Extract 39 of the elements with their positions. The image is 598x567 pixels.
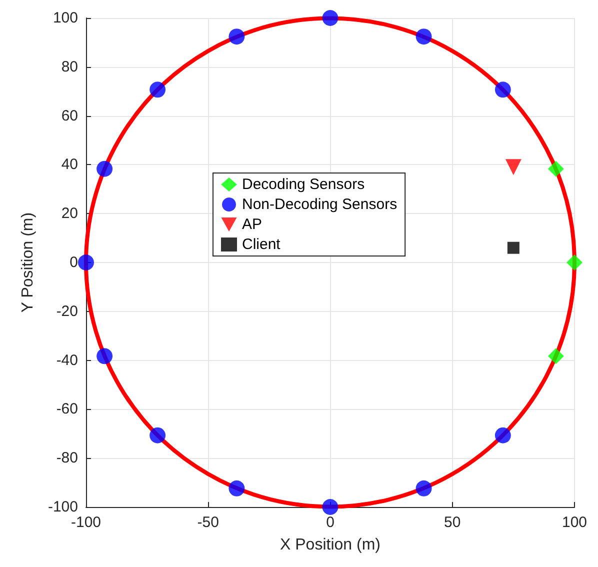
- y-tick-label: -100: [48, 498, 78, 516]
- point: [548, 160, 564, 177]
- point: [548, 348, 564, 364]
- point: [150, 427, 166, 444]
- y-axis-title: Y Position (m): [20, 212, 36, 313]
- y-tick-label: 40: [61, 156, 78, 174]
- point: [96, 160, 113, 177]
- point: [507, 242, 520, 254]
- y-tick-label: 100: [52, 10, 78, 26]
- point: [494, 427, 511, 444]
- y-tick-label: -60: [56, 400, 78, 418]
- x-tick-label: -50: [197, 514, 219, 531]
- legend-label: Client: [242, 236, 282, 253]
- y-tick-label: 20: [61, 205, 78, 222]
- y-tick-label: -80: [56, 450, 78, 467]
- point: [322, 499, 338, 515]
- point: [566, 254, 582, 270]
- point: [78, 254, 94, 270]
- y-tick-label: 60: [61, 107, 78, 124]
- x-tick-label: 0: [326, 514, 334, 531]
- y-tick-label: -40: [56, 352, 78, 369]
- legend-label: Non-Decoding Sensors: [242, 196, 398, 213]
- y-tick-label: 80: [61, 58, 78, 76]
- point: [494, 82, 511, 98]
- point: [228, 480, 245, 496]
- legend-label: Decoding Sensors: [242, 176, 365, 193]
- point: [228, 28, 245, 45]
- point: [150, 82, 166, 98]
- point: [322, 10, 338, 26]
- point: [96, 348, 113, 364]
- legend-label: AP: [242, 216, 262, 233]
- y-tick-label: -20: [56, 302, 78, 320]
- x-tick-label: 100: [562, 514, 587, 531]
- point: [505, 159, 522, 176]
- x-tick-label: 50: [444, 514, 461, 531]
- y-tick-label: 0: [70, 254, 78, 271]
- point: [416, 480, 432, 496]
- point: [416, 28, 432, 45]
- x-axis-title: X Position (m): [280, 536, 380, 554]
